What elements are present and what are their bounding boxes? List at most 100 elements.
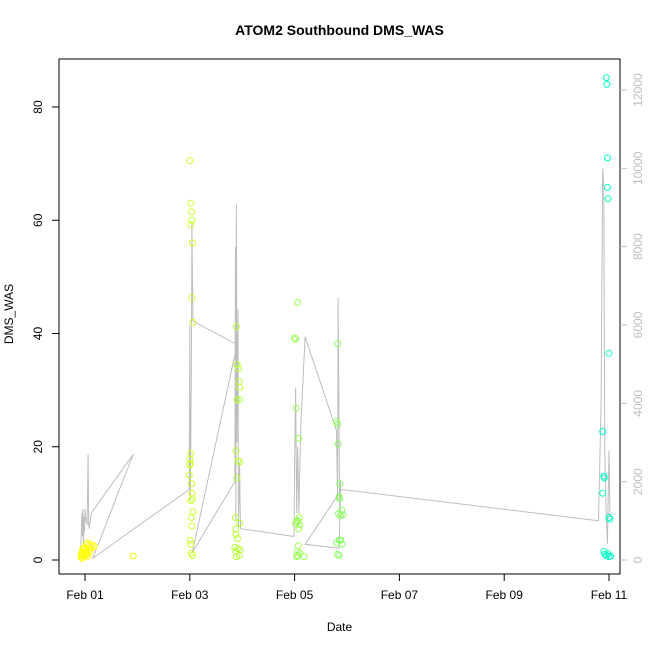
data-point bbox=[603, 183, 611, 191]
x-tick-label: Feb 11 bbox=[591, 588, 628, 602]
data-point bbox=[605, 514, 613, 521]
data-point bbox=[606, 515, 614, 523]
line-series bbox=[80, 168, 611, 560]
data-point bbox=[185, 471, 193, 479]
x-tick-label: Feb 07 bbox=[381, 588, 419, 602]
data-point bbox=[86, 547, 94, 555]
data-point bbox=[188, 552, 196, 559]
data-point bbox=[295, 434, 303, 442]
data-point bbox=[295, 525, 303, 533]
data-point bbox=[188, 216, 196, 224]
data-point bbox=[295, 514, 303, 521]
data-point bbox=[607, 552, 615, 560]
data-point bbox=[187, 540, 195, 548]
data-point bbox=[187, 221, 195, 229]
data-point bbox=[188, 294, 196, 302]
y-tick-label: 20 bbox=[31, 440, 45, 454]
data-point bbox=[187, 480, 195, 488]
data-point bbox=[339, 511, 347, 519]
data-point bbox=[605, 349, 613, 357]
data-point bbox=[88, 541, 96, 549]
data-point bbox=[604, 195, 612, 203]
data-point bbox=[85, 542, 93, 550]
chart-title: ATOM2 Southbound DMS_WAS bbox=[235, 22, 444, 38]
data-point bbox=[235, 365, 242, 373]
data-point bbox=[187, 199, 195, 207]
data-point bbox=[186, 157, 194, 165]
data-point bbox=[602, 74, 610, 82]
data-point bbox=[233, 396, 241, 404]
data-point bbox=[188, 495, 196, 503]
data-point bbox=[186, 461, 194, 469]
data-point bbox=[236, 546, 244, 554]
data-point bbox=[187, 208, 195, 216]
x-tick-label: Feb 05 bbox=[276, 588, 314, 602]
data-point bbox=[187, 514, 195, 521]
x-tick-label: Feb 09 bbox=[486, 588, 524, 602]
data-point bbox=[336, 480, 344, 488]
data-point bbox=[292, 335, 300, 343]
data-point bbox=[236, 458, 244, 466]
data-point bbox=[338, 540, 346, 548]
data-point bbox=[187, 450, 195, 457]
x-axis-label: Date bbox=[327, 620, 353, 634]
y-tick-label: 60 bbox=[31, 213, 45, 227]
y2-tick-label: 12000 bbox=[631, 73, 645, 107]
data-point bbox=[603, 80, 611, 88]
data-point bbox=[188, 522, 196, 530]
data-point bbox=[186, 536, 194, 544]
y2-tick-label: 0 bbox=[631, 556, 645, 563]
data-point bbox=[232, 447, 240, 455]
data-point bbox=[129, 552, 137, 560]
data-point bbox=[292, 404, 300, 412]
y-axis-right: 0 2000 4000 6000 8000 10000 12000 bbox=[620, 73, 645, 563]
data-point bbox=[232, 323, 240, 331]
y-tick-label: 0 bbox=[31, 556, 45, 563]
y2-tick-label: 2000 bbox=[631, 468, 645, 495]
y-axis-label: DMS_WAS bbox=[2, 284, 16, 344]
data-point bbox=[334, 340, 342, 348]
data-point bbox=[334, 420, 342, 428]
data-point bbox=[599, 489, 607, 497]
y2-tick-label: 6000 bbox=[631, 311, 645, 338]
data-point bbox=[599, 428, 607, 435]
y-axis-left: 0 20 40 60 80 bbox=[31, 100, 59, 563]
data-point bbox=[294, 298, 302, 306]
y2-tick-label: 8000 bbox=[631, 233, 645, 260]
series-line bbox=[80, 168, 611, 560]
data-point bbox=[296, 521, 304, 529]
data-point bbox=[232, 531, 240, 538]
data-point bbox=[294, 518, 302, 525]
data-point bbox=[236, 519, 244, 527]
data-point bbox=[337, 536, 345, 544]
data-point bbox=[334, 550, 342, 558]
data-point bbox=[234, 457, 242, 465]
data-point bbox=[291, 334, 299, 342]
data-point bbox=[234, 535, 241, 542]
data-point bbox=[236, 396, 244, 404]
data-point bbox=[335, 510, 343, 518]
data-point bbox=[189, 318, 197, 326]
data-point bbox=[232, 553, 240, 561]
data-point bbox=[236, 383, 244, 391]
data-point bbox=[336, 495, 344, 503]
point-series bbox=[77, 74, 615, 562]
data-point bbox=[335, 552, 343, 559]
plot-frame bbox=[58, 58, 621, 575]
x-tick-label: Feb 01 bbox=[66, 588, 104, 602]
data-point bbox=[334, 440, 342, 448]
x-axis: Feb 01 Feb 03 Feb 05 Feb 07 Feb 09 Feb 11 bbox=[66, 574, 628, 602]
data-point bbox=[294, 542, 302, 550]
data-point bbox=[231, 514, 239, 521]
data-point bbox=[189, 508, 197, 516]
data-point bbox=[233, 361, 241, 369]
y-tick-label: 80 bbox=[31, 100, 45, 114]
data-point bbox=[300, 553, 308, 561]
y-tick-label: 40 bbox=[31, 327, 45, 341]
data-point bbox=[90, 542, 98, 550]
data-point bbox=[188, 239, 196, 247]
data-point bbox=[296, 549, 304, 557]
y2-tick-label: 4000 bbox=[631, 390, 645, 417]
x-tick-label: Feb 03 bbox=[171, 588, 209, 602]
